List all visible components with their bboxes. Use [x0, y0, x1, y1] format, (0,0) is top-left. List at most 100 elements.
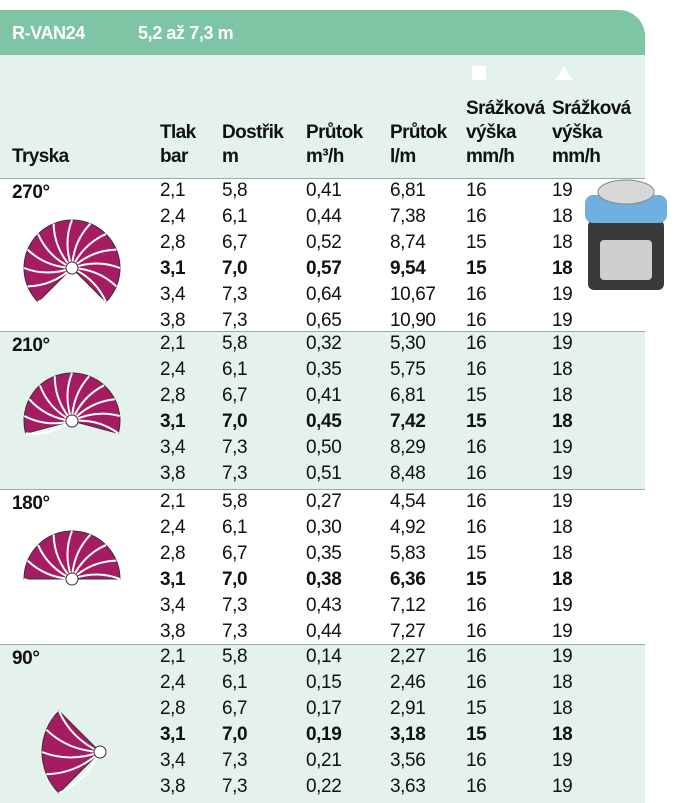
cell: 6,1 [222, 359, 248, 380]
cell: 3,8 [160, 310, 186, 331]
cell: 16 [466, 750, 487, 771]
column-header: mm/h [552, 146, 601, 167]
cell: 0,15 [306, 672, 342, 693]
cell: 2,8 [160, 232, 186, 253]
cell: 7,38 [390, 206, 426, 227]
nozzle-label: 90° [12, 648, 40, 669]
cell: 16 [466, 333, 487, 354]
cell: 18 [552, 569, 573, 590]
cell: 7,27 [390, 621, 426, 642]
cell: 0,35 [306, 543, 342, 564]
cell: 15 [466, 698, 487, 719]
cell: 7,0 [222, 411, 248, 432]
cell: 6,7 [222, 232, 248, 253]
cell: 19 [552, 750, 573, 771]
cell: 15 [466, 232, 487, 253]
cell: 18 [552, 517, 573, 538]
cell: 16 [466, 180, 487, 201]
column-header: Tlak [160, 122, 196, 143]
cell: 18 [552, 232, 573, 253]
cell: 0,64 [306, 284, 342, 305]
cell: 18 [552, 543, 573, 564]
cell: 19 [552, 310, 573, 331]
cell: 3,1 [160, 411, 186, 432]
title: R-VAN24 [12, 23, 85, 43]
cell: 15 [466, 411, 487, 432]
square-icon [472, 66, 486, 80]
cell: 3,1 [160, 724, 186, 745]
cell: 2,4 [160, 517, 186, 538]
cell: 18 [552, 698, 573, 719]
cell: 7,3 [222, 621, 248, 642]
cell: 18 [552, 724, 573, 745]
cell: 5,8 [222, 333, 248, 354]
cell: 3,4 [160, 595, 186, 616]
cell: 16 [466, 672, 487, 693]
cell: 4,92 [390, 517, 426, 538]
cell: 16 [466, 284, 487, 305]
column-header: m [222, 146, 239, 167]
cell: 0,41 [306, 180, 342, 201]
cell: 7,3 [222, 437, 248, 458]
cell: 2,1 [160, 646, 186, 667]
cell: 6,7 [222, 698, 248, 719]
cell: 2,27 [390, 646, 426, 667]
nozzle-label: 210° [12, 335, 50, 356]
column-header: Srážková [466, 98, 545, 119]
cell: 6,7 [222, 543, 248, 564]
cell: 3,1 [160, 258, 186, 279]
cell: 19 [552, 491, 573, 512]
cell: 18 [552, 385, 573, 406]
cell: 16 [466, 646, 487, 667]
column-header: Srážková [552, 98, 631, 119]
cell: 18 [552, 206, 573, 227]
cell: 16 [466, 437, 487, 458]
column-header: výška [466, 122, 516, 143]
cell: 15 [466, 385, 487, 406]
header-area [0, 55, 645, 178]
cell: 0,44 [306, 206, 342, 227]
cell: 19 [552, 333, 573, 354]
cell: 3,1 [160, 569, 186, 590]
cell: 0,50 [306, 437, 342, 458]
cell: 0,41 [306, 385, 342, 406]
cell: 0,14 [306, 646, 342, 667]
cell: 19 [552, 437, 573, 458]
cell: 6,81 [390, 385, 426, 406]
cell: 0,21 [306, 750, 342, 771]
sprinkler-cap [585, 195, 667, 223]
cell: 2,8 [160, 385, 186, 406]
cell: 3,8 [160, 776, 186, 797]
cell: 6,81 [390, 180, 426, 201]
cell: 15 [466, 258, 487, 279]
cell: 2,46 [390, 672, 426, 693]
cell: 0,52 [306, 232, 342, 253]
cell: 16 [466, 517, 487, 538]
cell: 7,3 [222, 463, 248, 484]
cell: 16 [466, 206, 487, 227]
cell: 0,35 [306, 359, 342, 380]
cell: 2,91 [390, 698, 426, 719]
cell: 2,4 [160, 672, 186, 693]
cell: 19 [552, 463, 573, 484]
column-header: Tryska [12, 146, 69, 167]
cell: 2,4 [160, 359, 186, 380]
cell: 16 [466, 491, 487, 512]
column-header: mm/h [466, 146, 515, 167]
cell: 19 [552, 180, 573, 201]
cell: 7,0 [222, 724, 248, 745]
cell: 2,8 [160, 543, 186, 564]
cell: 16 [466, 595, 487, 616]
cell: 0,51 [306, 463, 342, 484]
cell: 18 [552, 258, 573, 279]
cell: 16 [466, 776, 487, 797]
cell: 3,8 [160, 621, 186, 642]
range: 5,2 až 7,3 m [138, 23, 234, 43]
cell: 10,90 [390, 310, 436, 331]
cell: 3,8 [160, 463, 186, 484]
cell: 6,7 [222, 385, 248, 406]
cell: 0,30 [306, 517, 342, 538]
cell: 8,29 [390, 437, 426, 458]
cell: 2,8 [160, 698, 186, 719]
